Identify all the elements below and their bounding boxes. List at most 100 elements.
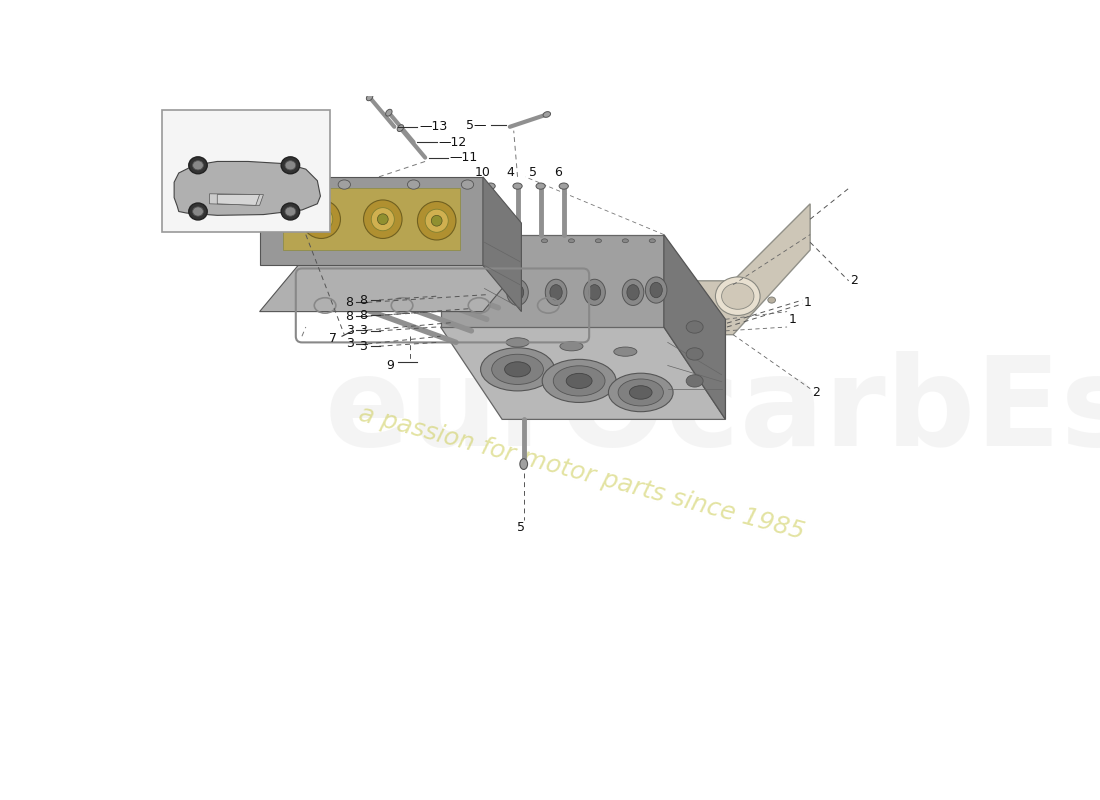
- Ellipse shape: [310, 208, 333, 230]
- Ellipse shape: [403, 287, 411, 294]
- Ellipse shape: [634, 318, 641, 324]
- Text: 3: 3: [360, 324, 367, 338]
- Ellipse shape: [595, 239, 602, 242]
- Ellipse shape: [268, 180, 282, 189]
- Ellipse shape: [397, 125, 404, 131]
- Ellipse shape: [469, 279, 490, 306]
- Ellipse shape: [541, 239, 548, 242]
- Ellipse shape: [372, 208, 395, 230]
- Ellipse shape: [415, 275, 424, 282]
- Ellipse shape: [623, 239, 628, 242]
- Ellipse shape: [513, 183, 522, 189]
- Text: 4: 4: [506, 166, 514, 179]
- Text: 5—: 5—: [466, 118, 486, 132]
- Ellipse shape: [560, 342, 583, 351]
- Ellipse shape: [418, 202, 455, 240]
- Ellipse shape: [285, 161, 296, 170]
- Polygon shape: [260, 177, 483, 266]
- Polygon shape: [440, 234, 664, 327]
- Ellipse shape: [649, 239, 656, 242]
- Ellipse shape: [588, 285, 601, 300]
- Ellipse shape: [515, 239, 520, 242]
- Ellipse shape: [192, 207, 204, 216]
- Polygon shape: [483, 177, 521, 311]
- Ellipse shape: [584, 279, 605, 306]
- Bar: [162, 110, 330, 231]
- Ellipse shape: [768, 297, 776, 303]
- Ellipse shape: [650, 282, 662, 298]
- Ellipse shape: [715, 277, 760, 315]
- Text: 8: 8: [360, 309, 367, 322]
- Ellipse shape: [623, 279, 643, 306]
- Text: 3: 3: [360, 340, 367, 353]
- Ellipse shape: [507, 279, 528, 306]
- Text: 9: 9: [386, 359, 395, 372]
- Text: 3: 3: [345, 323, 353, 337]
- Ellipse shape: [473, 285, 485, 300]
- Text: 3: 3: [345, 338, 353, 350]
- Ellipse shape: [316, 214, 327, 225]
- Text: 8: 8: [360, 294, 367, 306]
- Text: 1: 1: [789, 313, 796, 326]
- Text: a passion for motor parts since 1985: a passion for motor parts since 1985: [356, 402, 807, 545]
- Text: —12: —12: [438, 136, 466, 149]
- Ellipse shape: [338, 180, 351, 189]
- Ellipse shape: [586, 297, 618, 323]
- Text: 8: 8: [345, 310, 353, 322]
- Ellipse shape: [301, 200, 341, 238]
- Ellipse shape: [505, 362, 530, 377]
- Polygon shape: [209, 194, 264, 206]
- Text: 1: 1: [804, 296, 812, 309]
- Polygon shape: [664, 234, 726, 419]
- Polygon shape: [218, 194, 260, 206]
- Polygon shape: [514, 204, 810, 334]
- Ellipse shape: [566, 374, 592, 389]
- Ellipse shape: [686, 348, 703, 360]
- Polygon shape: [283, 188, 460, 250]
- Ellipse shape: [373, 294, 382, 300]
- Text: eurOcarbEs: eurOcarbEs: [326, 351, 1100, 472]
- Ellipse shape: [627, 285, 639, 300]
- Ellipse shape: [189, 203, 207, 220]
- Ellipse shape: [569, 239, 574, 242]
- Ellipse shape: [363, 200, 403, 238]
- Text: 7: 7: [329, 332, 337, 345]
- Text: 2: 2: [850, 274, 858, 287]
- Ellipse shape: [487, 239, 494, 242]
- Ellipse shape: [553, 366, 605, 396]
- Ellipse shape: [614, 347, 637, 356]
- Text: 10: 10: [475, 166, 491, 179]
- Ellipse shape: [407, 180, 420, 189]
- Ellipse shape: [542, 359, 616, 402]
- Ellipse shape: [431, 215, 442, 226]
- Text: —13: —13: [419, 120, 448, 134]
- Text: 5: 5: [517, 521, 526, 534]
- Ellipse shape: [653, 297, 686, 323]
- Ellipse shape: [461, 239, 466, 242]
- Ellipse shape: [703, 312, 711, 318]
- Ellipse shape: [543, 112, 550, 118]
- Text: 2: 2: [812, 386, 820, 399]
- Ellipse shape: [648, 291, 692, 330]
- Ellipse shape: [686, 374, 703, 387]
- Text: 8: 8: [345, 296, 353, 309]
- Ellipse shape: [282, 203, 299, 220]
- Ellipse shape: [536, 183, 546, 189]
- Ellipse shape: [512, 285, 524, 300]
- Ellipse shape: [358, 305, 366, 311]
- Ellipse shape: [608, 373, 673, 412]
- Polygon shape: [174, 162, 320, 215]
- Ellipse shape: [550, 285, 562, 300]
- Ellipse shape: [366, 94, 373, 101]
- Ellipse shape: [192, 161, 204, 170]
- Ellipse shape: [461, 180, 474, 189]
- Ellipse shape: [722, 283, 754, 310]
- Ellipse shape: [492, 354, 543, 385]
- Text: 5: 5: [529, 166, 537, 179]
- Ellipse shape: [481, 348, 554, 391]
- Ellipse shape: [377, 214, 388, 225]
- Text: —11: —11: [450, 151, 478, 164]
- Ellipse shape: [552, 318, 560, 324]
- Ellipse shape: [618, 379, 663, 406]
- Ellipse shape: [386, 110, 392, 116]
